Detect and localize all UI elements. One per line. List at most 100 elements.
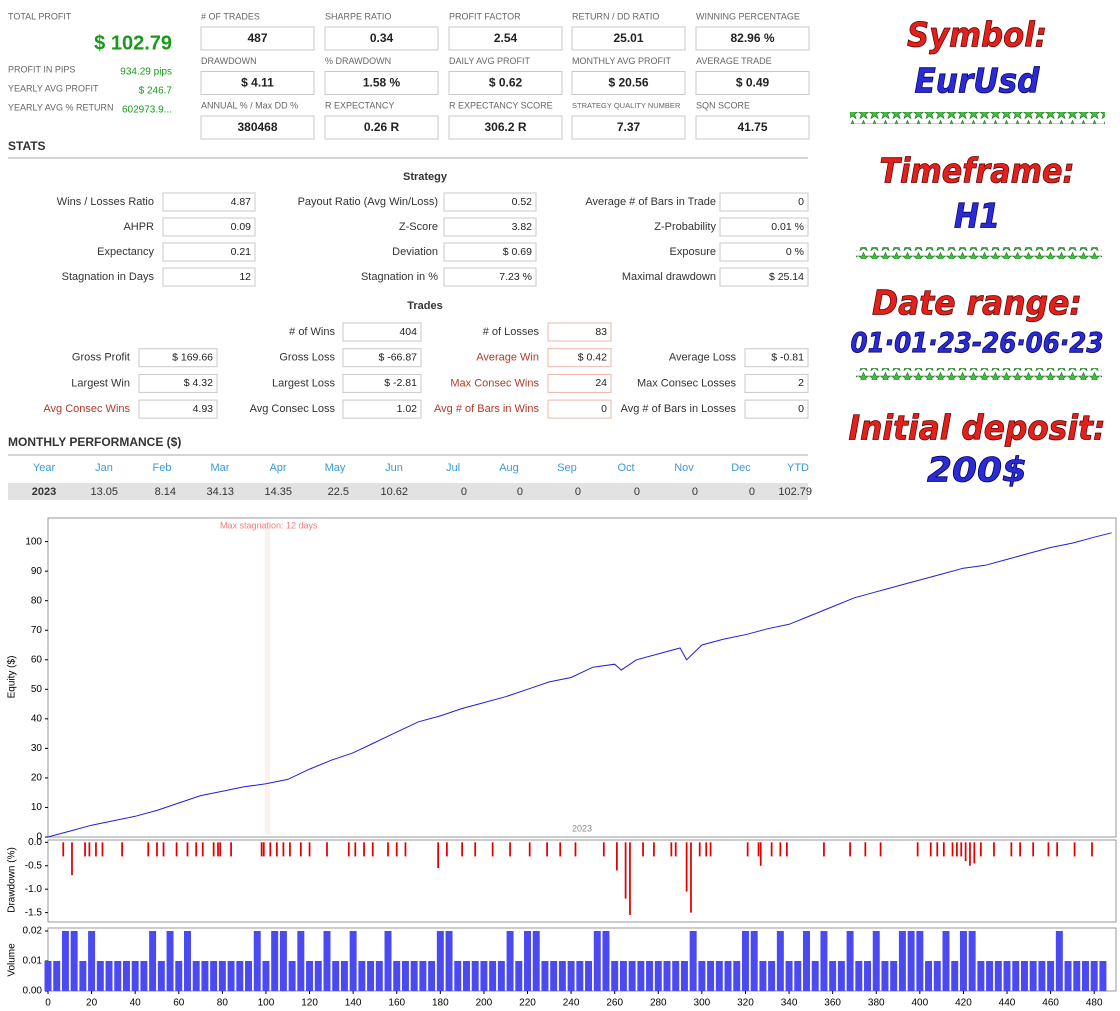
bar bbox=[227, 961, 235, 991]
value-box bbox=[200, 71, 315, 95]
x-tick-label: 480 bbox=[1086, 998, 1103, 1009]
value-box bbox=[695, 115, 810, 140]
bar bbox=[62, 842, 65, 857]
stat-label: Payout Ratio (Avg Win/Loss) bbox=[298, 196, 438, 208]
bar bbox=[916, 842, 919, 857]
bar bbox=[646, 961, 654, 991]
stat-value: 0.21 bbox=[231, 246, 252, 258]
info-label: Initial deposit: bbox=[849, 409, 1106, 449]
stat-value: 2 bbox=[798, 377, 804, 389]
value-box bbox=[719, 192, 809, 212]
metric-value: 25.01 bbox=[613, 31, 643, 45]
bar bbox=[759, 961, 767, 991]
bar bbox=[837, 961, 845, 991]
bar bbox=[890, 961, 898, 991]
bar bbox=[184, 931, 191, 991]
summary-label: YEARLY AVG PROFIT bbox=[8, 83, 99, 93]
bar bbox=[786, 842, 788, 857]
metric-value: $ 20.56 bbox=[608, 76, 648, 90]
stat-value: 404 bbox=[399, 326, 417, 338]
metric-label: SHARPE RATIO bbox=[325, 11, 391, 21]
stat-value: 24 bbox=[595, 377, 607, 389]
bar bbox=[1073, 842, 1076, 857]
value-box bbox=[547, 399, 612, 419]
bar bbox=[375, 961, 383, 991]
bar bbox=[1038, 961, 1046, 991]
month-cell: 10.62 bbox=[380, 486, 408, 498]
metric-value: 487 bbox=[247, 31, 267, 45]
x-tick-label: 360 bbox=[824, 998, 841, 1009]
stat-value: 1.02 bbox=[397, 403, 418, 415]
bar bbox=[1012, 961, 1020, 991]
x-tick-label: 180 bbox=[432, 998, 449, 1009]
value-box bbox=[342, 322, 422, 342]
y-tick-label: 0 bbox=[36, 832, 42, 843]
bar bbox=[410, 961, 418, 991]
bar bbox=[733, 961, 741, 991]
bar bbox=[642, 842, 644, 857]
bar bbox=[629, 842, 631, 915]
bar bbox=[271, 931, 279, 991]
metric-value: 0.34 bbox=[370, 31, 394, 45]
metric-value: $ 4.11 bbox=[241, 76, 274, 90]
metric-label: MONTHLY AVG PROFIT bbox=[572, 56, 672, 66]
bar bbox=[993, 842, 995, 857]
stat-label: Gross Loss bbox=[279, 352, 335, 364]
bar bbox=[149, 931, 157, 991]
stat-label: Avg Consec Wins bbox=[43, 403, 130, 415]
x-tick-label: 160 bbox=[388, 998, 405, 1009]
bar bbox=[84, 842, 86, 857]
month-cell: 0 bbox=[634, 486, 640, 498]
bar bbox=[960, 842, 963, 857]
x-tick-label: 80 bbox=[217, 998, 229, 1009]
value-box bbox=[571, 26, 686, 51]
bar bbox=[881, 961, 889, 991]
bar bbox=[794, 961, 802, 991]
stat-value: 0.09 bbox=[231, 221, 252, 233]
bar bbox=[436, 931, 444, 991]
stat-label: Maximal drawdown bbox=[622, 271, 716, 283]
bar bbox=[528, 842, 531, 857]
month-header: Aug bbox=[499, 462, 519, 474]
bar bbox=[218, 961, 226, 991]
y-tick-label: 0.01 bbox=[23, 956, 43, 967]
bar bbox=[907, 931, 915, 991]
metric-value: 82.96 % bbox=[730, 31, 774, 45]
bar bbox=[1090, 961, 1098, 991]
stat-label: Wins / Losses Ratio bbox=[57, 196, 154, 208]
bar bbox=[506, 931, 514, 991]
summary-value: 602973.9... bbox=[122, 105, 172, 116]
value-box bbox=[162, 217, 256, 237]
value-box bbox=[571, 115, 686, 140]
bar bbox=[898, 931, 906, 991]
stat-value: 0.52 bbox=[512, 196, 533, 208]
value-box bbox=[342, 348, 422, 368]
bar bbox=[619, 961, 627, 991]
bar bbox=[942, 931, 950, 991]
bar bbox=[192, 961, 200, 991]
metric-label: R EXPECTANCY SCORE bbox=[449, 100, 553, 110]
bar bbox=[672, 961, 680, 991]
bar bbox=[157, 961, 165, 991]
stat-label: Deviation bbox=[392, 246, 438, 258]
value-box bbox=[448, 26, 563, 51]
stat-value: $ 4.32 bbox=[184, 377, 213, 389]
bar bbox=[299, 842, 302, 857]
bar bbox=[750, 931, 758, 991]
bar bbox=[770, 842, 773, 857]
bar bbox=[624, 842, 627, 899]
bar bbox=[811, 961, 819, 991]
bar bbox=[489, 961, 497, 991]
bar bbox=[88, 842, 91, 857]
month-cell: 13.05 bbox=[90, 486, 118, 498]
metric-value: 306.2 R bbox=[484, 120, 526, 134]
stat-value: $ -0.81 bbox=[771, 351, 804, 363]
metric-value: 0.26 R bbox=[364, 120, 400, 134]
x-tick-label: 100 bbox=[258, 998, 275, 1009]
bar bbox=[1010, 842, 1013, 857]
bar bbox=[166, 931, 174, 991]
bar bbox=[1081, 961, 1089, 991]
bar bbox=[491, 842, 494, 857]
bar bbox=[121, 842, 123, 857]
